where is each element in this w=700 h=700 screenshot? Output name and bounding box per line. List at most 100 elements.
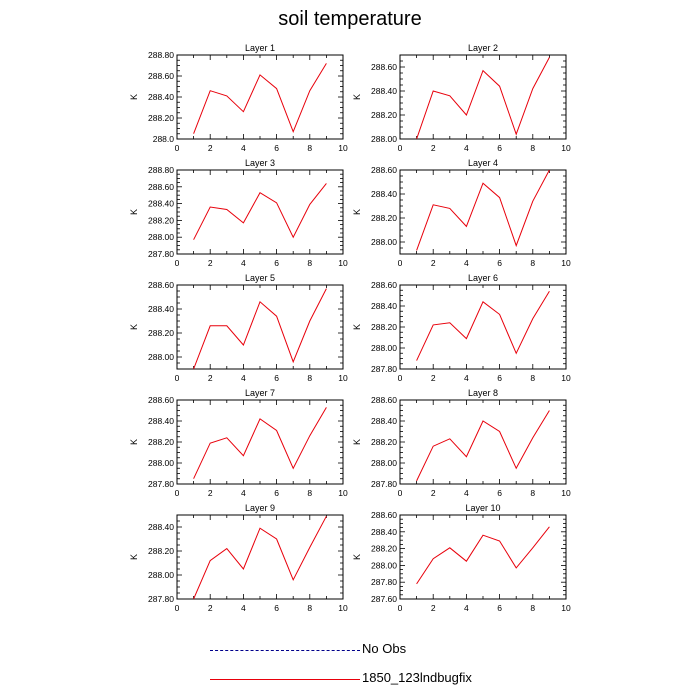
x-tick-label: 8 (307, 143, 312, 153)
x-tick-label: 0 (175, 143, 180, 153)
plot-frame (399, 399, 567, 485)
x-tick-label: 2 (431, 373, 436, 383)
y-tick-label: 288.40 (148, 522, 174, 532)
x-tick-label: 10 (561, 143, 571, 153)
x-tick-label: 4 (241, 373, 246, 383)
plot-frame (399, 54, 567, 140)
x-tick-label: 10 (338, 603, 348, 613)
x-tick-label: 6 (497, 258, 502, 268)
y-tick-label: 288.00 (148, 232, 174, 242)
x-tick-label: 10 (338, 488, 348, 498)
y-tick-label: 288.20 (371, 322, 397, 332)
x-tick-label: 6 (497, 143, 502, 153)
y-tick-label: 287.60 (371, 594, 397, 604)
panel-title: Layer 5 (245, 273, 275, 283)
y-tick-label: 288.60 (371, 510, 397, 520)
y-tick-label: 287.80 (371, 364, 397, 374)
y-tick-label: 288.0 (153, 134, 175, 144)
x-tick-label: 4 (241, 488, 246, 498)
panel-title: Layer 1 (245, 43, 275, 53)
y-axis-label: K (129, 554, 139, 560)
x-tick-label: 10 (338, 258, 348, 268)
x-tick-label: 6 (274, 603, 279, 613)
y-tick-label: 288.40 (148, 92, 174, 102)
x-tick-label: 2 (208, 143, 213, 153)
chart-panel: Layer 4 K 0 2 4 6 8 10 288.00 288.20 288.40 288.60 (352, 158, 571, 268)
series-line (416, 291, 550, 361)
series-line (193, 63, 327, 134)
series-line (193, 288, 327, 369)
x-tick-label: 8 (530, 258, 535, 268)
x-tick-label: 2 (208, 488, 213, 498)
y-tick-label: 288.60 (148, 280, 174, 290)
series-line (416, 170, 550, 251)
chart-panel: Layer 6 K 0 2 4 6 8 10 287.80 288.00 288.20 288.40 2… (352, 273, 571, 383)
x-tick-label: 0 (175, 258, 180, 268)
x-tick-label: 0 (398, 488, 403, 498)
x-tick-label: 2 (431, 488, 436, 498)
y-tick-label: 288.40 (371, 301, 397, 311)
series-line (416, 526, 550, 585)
panel-title: Layer 7 (245, 388, 275, 398)
y-tick-label: 288.20 (148, 437, 174, 447)
y-tick-label: 288.60 (371, 395, 397, 405)
y-tick-label: 288.40 (148, 416, 174, 426)
y-tick-label: 287.80 (371, 479, 397, 489)
y-tick-label: 288.40 (148, 304, 174, 314)
panel-title: Layer 8 (468, 388, 498, 398)
series-line (416, 410, 550, 482)
chart-panel: Layer 9 K 0 2 4 6 8 10 287.80 288.00 288.20 288.40 (129, 503, 348, 613)
panel-title: Layer 2 (468, 43, 498, 53)
y-tick-label: 287.80 (148, 249, 174, 259)
x-tick-label: 10 (561, 373, 571, 383)
x-tick-label: 2 (431, 603, 436, 613)
x-tick-label: 10 (561, 488, 571, 498)
x-tick-label: 4 (464, 143, 469, 153)
series-line (416, 57, 550, 139)
x-tick-label: 2 (431, 143, 436, 153)
x-tick-label: 4 (241, 258, 246, 268)
x-tick-label: 2 (208, 373, 213, 383)
x-tick-label: 8 (307, 603, 312, 613)
x-tick-label: 10 (561, 603, 571, 613)
figure-title: soil temperature (278, 8, 422, 30)
y-tick-label: 288.00 (371, 134, 397, 144)
y-tick-label: 288.40 (371, 86, 397, 96)
plot-frame (176, 54, 344, 140)
x-tick-label: 2 (431, 258, 436, 268)
y-tick-label: 288.00 (148, 570, 174, 580)
chart-panel: Layer 7 K 0 2 4 6 8 10 287.80 288.00 288.20 288.40 2… (129, 388, 348, 498)
y-tick-label: 288.00 (148, 352, 174, 362)
y-axis-label: K (352, 554, 362, 560)
x-tick-label: 4 (464, 258, 469, 268)
y-tick-label: 287.80 (148, 479, 174, 489)
x-tick-label: 8 (530, 603, 535, 613)
y-tick-label: 288.20 (371, 437, 397, 447)
x-tick-label: 0 (398, 373, 403, 383)
x-tick-label: 6 (497, 603, 502, 613)
x-tick-label: 6 (497, 373, 502, 383)
y-tick-label: 288.00 (371, 458, 397, 468)
plot-frame (176, 514, 344, 600)
x-tick-label: 6 (274, 143, 279, 153)
chart-panel: Layer 1 K 0 2 4 6 8 10 288.0 288.20 288.40 288.60 28… (129, 43, 348, 153)
y-axis-label: K (352, 324, 362, 330)
y-axis-label: K (129, 209, 139, 215)
series-line (193, 407, 327, 479)
panel-title: Layer 9 (245, 503, 275, 513)
x-tick-label: 8 (530, 373, 535, 383)
x-tick-label: 0 (175, 488, 180, 498)
x-tick-label: 4 (464, 488, 469, 498)
plot-frame (176, 169, 344, 255)
y-tick-label: 288.60 (371, 62, 397, 72)
y-tick-label: 288.40 (148, 199, 174, 209)
x-tick-label: 0 (175, 373, 180, 383)
y-axis-label: K (352, 439, 362, 445)
chart-panel: Layer 8 K 0 2 4 6 8 10 287.80 288.00 288.20 288.40 2… (352, 388, 571, 498)
chart-panel: Layer 2 K 0 2 4 6 8 10 288.00 288.20 288.40 288.60 (352, 43, 571, 153)
x-tick-label: 8 (530, 488, 535, 498)
x-tick-label: 4 (464, 373, 469, 383)
x-tick-label: 0 (398, 143, 403, 153)
y-tick-label: 288.60 (148, 395, 174, 405)
